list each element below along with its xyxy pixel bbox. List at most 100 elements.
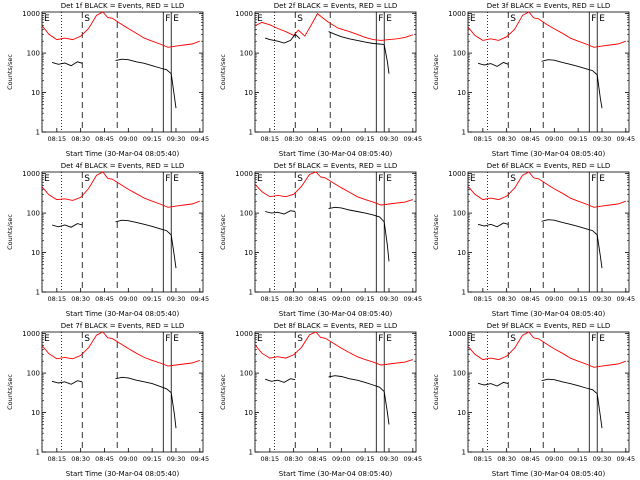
plot-frame xyxy=(467,331,630,453)
detector-panel-9: Det 9f BLACK = Events, RED = LLD 1 10 100 10… xyxy=(432,322,635,478)
x-tick-label: 09:00 xyxy=(119,295,138,303)
x-tick-label: 09:45 xyxy=(403,295,422,303)
event-marker-label: F xyxy=(378,174,383,184)
event-marker-label: F xyxy=(378,14,383,24)
y-tick-label: 1 xyxy=(249,129,253,137)
y-tick-label: 100 xyxy=(240,370,253,378)
plot-frame xyxy=(254,171,417,293)
events-series-line xyxy=(264,31,390,74)
y-axis-label: Counts/sec xyxy=(432,214,440,250)
x-tick-label: 09:00 xyxy=(332,295,351,303)
x-tick-label: 09:00 xyxy=(545,295,564,303)
plot-frame xyxy=(254,11,417,133)
y-axis-label: Counts/sec xyxy=(219,374,227,410)
y-tick-label: 1 xyxy=(462,129,466,137)
detector-panel-5: Det 5f BLACK = Events, RED = LLD 1 10 100 10… xyxy=(219,162,422,318)
x-tick-label: 08:30 xyxy=(284,295,303,303)
y-tick-label: 10 xyxy=(31,409,40,417)
y-tick-label: 1 xyxy=(36,449,40,457)
x-tick-label: 09:15 xyxy=(356,295,375,303)
x-tick-label: 09:15 xyxy=(356,455,375,463)
events-series-line xyxy=(51,58,177,109)
x-tick-label: 08:15 xyxy=(473,295,492,303)
x-tick-label: 09:00 xyxy=(545,135,564,143)
event-marker-label: E xyxy=(44,14,50,24)
event-marker-label: F xyxy=(591,174,596,184)
x-axis-label: Start Time (30-Mar-04 08:05:40) xyxy=(492,310,606,318)
detector-panel-2: Det 2f BLACK = Events, RED = LLD 1 10 100 10… xyxy=(219,2,422,158)
x-tick-label: 08:30 xyxy=(71,135,90,143)
x-tick-label: 08:30 xyxy=(71,295,90,303)
event-marker-label: E xyxy=(173,174,179,184)
x-axis-label: Start Time (30-Mar-04 08:05:40) xyxy=(279,150,393,158)
x-tick-label: 08:15 xyxy=(260,135,279,143)
event-marker-label: F xyxy=(591,334,596,344)
lld-series-line xyxy=(42,171,200,208)
event-marker-label: E xyxy=(386,14,392,24)
x-tick-label: 08:45 xyxy=(521,455,540,463)
y-tick-label: 100 xyxy=(27,210,40,218)
x-tick-label: 08:15 xyxy=(260,455,279,463)
x-tick-label: 08:30 xyxy=(284,135,303,143)
y-tick-label: 10 xyxy=(457,89,466,97)
event-marker-label: E xyxy=(386,334,392,344)
event-marker-label: S xyxy=(84,174,90,184)
panel-title: Det 5f BLACK = Events, RED = LLD xyxy=(274,162,397,170)
event-marker-label: S xyxy=(510,334,516,344)
y-axis-label: Counts/sec xyxy=(432,374,440,410)
y-tick-label: 1 xyxy=(36,289,40,297)
y-tick-label: 10 xyxy=(457,249,466,257)
y-tick-label: 100 xyxy=(240,210,253,218)
events-series-line xyxy=(477,59,603,109)
panel-title: Det 8f BLACK = Events, RED = LLD xyxy=(274,322,397,330)
x-tick-label: 09:30 xyxy=(167,455,186,463)
y-tick-label: 100 xyxy=(453,50,466,58)
y-tick-label: 10 xyxy=(457,409,466,417)
y-axis-label: Counts/sec xyxy=(6,374,14,410)
lld-series-line xyxy=(42,331,200,367)
y-tick-label: 100 xyxy=(27,50,40,58)
plot-frame xyxy=(41,171,204,293)
lld-series-line xyxy=(468,171,626,208)
x-tick-label: 09:45 xyxy=(190,455,209,463)
detector-panel-3: Det 3f BLACK = Events, RED = LLD 1 10 100 10… xyxy=(432,2,635,158)
x-tick-label: 08:15 xyxy=(473,135,492,143)
x-tick-label: 09:45 xyxy=(616,455,635,463)
y-tick-label: 100 xyxy=(27,370,40,378)
x-tick-label: 08:15 xyxy=(47,295,66,303)
detector-panel-7: Det 7f BLACK = Events, RED = LLD 1 10 100 10… xyxy=(6,322,209,478)
event-marker-label: E xyxy=(257,334,263,344)
event-marker-label: S xyxy=(510,174,516,184)
event-marker-label: E xyxy=(386,174,392,184)
panel-title: Det 2f BLACK = Events, RED = LLD xyxy=(274,2,397,10)
events-series-line xyxy=(477,378,603,429)
event-marker-label: S xyxy=(297,174,303,184)
x-tick-label: 09:00 xyxy=(332,455,351,463)
lld-series-line xyxy=(255,12,413,41)
y-tick-label: 1000 xyxy=(235,10,253,18)
events-series-line xyxy=(477,219,603,269)
x-tick-label: 09:00 xyxy=(545,455,564,463)
event-marker-label: S xyxy=(84,334,90,344)
x-tick-label: 09:45 xyxy=(190,135,209,143)
x-axis-label: Start Time (30-Mar-04 08:05:40) xyxy=(66,150,180,158)
x-tick-label: 08:30 xyxy=(71,455,90,463)
event-marker-label: E xyxy=(173,14,179,24)
x-tick-label: 09:15 xyxy=(569,455,588,463)
x-tick-label: 09:15 xyxy=(569,295,588,303)
y-axis-label: Counts/sec xyxy=(6,214,14,250)
y-tick-label: 1000 xyxy=(448,170,466,178)
event-marker-label: E xyxy=(470,14,476,24)
panel-title: Det 4f BLACK = Events, RED = LLD xyxy=(61,162,184,170)
y-tick-label: 10 xyxy=(31,89,40,97)
y-axis-label: Counts/sec xyxy=(219,214,227,250)
x-tick-label: 09:30 xyxy=(593,455,612,463)
x-tick-label: 09:15 xyxy=(143,455,162,463)
detector-panel-4: Det 4f BLACK = Events, RED = LLD 1 10 100 10… xyxy=(6,162,209,318)
panel-title: Det 9f BLACK = Events, RED = LLD xyxy=(487,322,610,330)
events-series-line xyxy=(51,376,177,429)
y-axis-label: Counts/sec xyxy=(219,54,227,90)
y-tick-label: 1000 xyxy=(448,330,466,338)
x-tick-label: 09:30 xyxy=(380,135,399,143)
y-tick-label: 100 xyxy=(240,50,253,58)
